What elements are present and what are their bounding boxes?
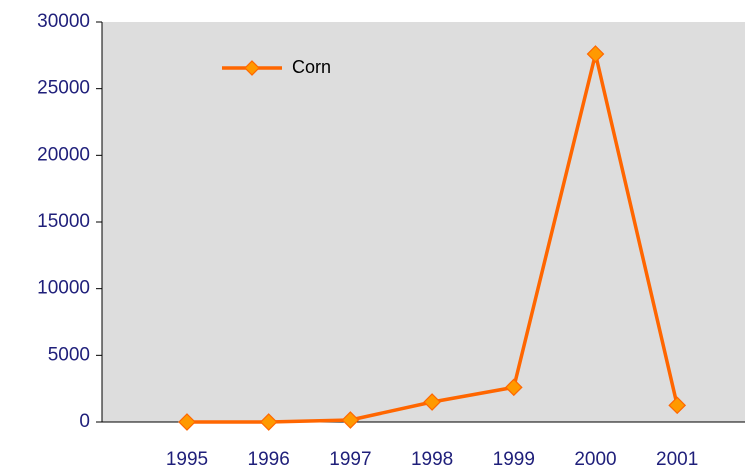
y-tick-label: 25000 [37, 78, 90, 99]
data-point [504, 378, 523, 397]
x-tick-label: 2001 [656, 449, 698, 470]
legend-label: Corn [292, 57, 331, 77]
data-point [178, 413, 196, 431]
x-tick-label: 1996 [248, 449, 290, 470]
x-tick-label: 1997 [329, 449, 371, 470]
y-tick-label: 0 [79, 411, 90, 432]
x-tick-label: 1998 [411, 449, 453, 470]
x-tick-label: 1995 [166, 449, 208, 470]
x-tick-label: 2000 [574, 449, 616, 470]
x-tick-label: 1999 [493, 449, 535, 470]
y-tick-label: 10000 [37, 278, 90, 299]
y-tick-label: 15000 [37, 211, 90, 232]
y-tick-label: 30000 [37, 11, 90, 32]
plot-area [102, 22, 745, 422]
data-point [341, 411, 360, 429]
data-point [586, 45, 605, 63]
data-point [423, 393, 441, 411]
data-point [259, 413, 278, 431]
data-point [668, 396, 687, 415]
y-tick-label: 5000 [48, 344, 90, 365]
legend-marker [244, 60, 260, 76]
y-tick-label: 20000 [37, 144, 90, 165]
